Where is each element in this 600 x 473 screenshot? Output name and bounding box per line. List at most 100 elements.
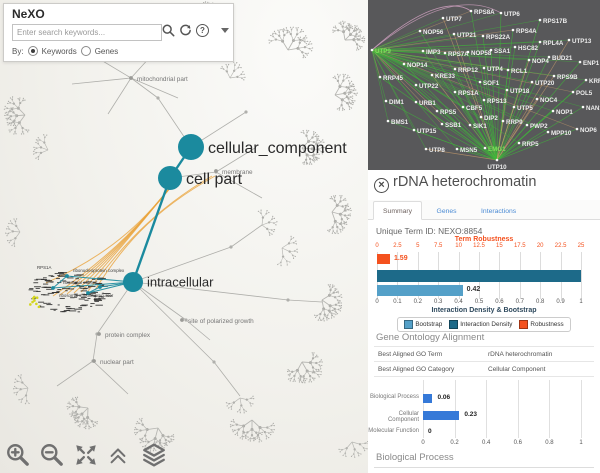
svg-text:SSB1: SSB1 <box>445 122 462 129</box>
table-row: Best Aligned GO Category Cellular Compon… <box>374 362 594 377</box>
unique-term-id: Unique Term ID: NEXO:8854 <box>376 226 483 236</box>
robustness-axis-title: Interaction Density & Bootstrap <box>431 307 537 314</box>
svg-text:BUD21: BUD21 <box>552 55 573 62</box>
svg-text:MPP10: MPP10 <box>551 130 572 137</box>
svg-text:MSN5: MSN5 <box>460 147 478 154</box>
zoom-in-button[interactable] <box>5 442 31 468</box>
term-detail-panel: × rDNA heterochromatin Summary Genes Int… <box>368 170 600 473</box>
svg-text:NOP58: NOP58 <box>471 50 492 57</box>
svg-text:RRP12: RRP12 <box>458 67 479 74</box>
close-icon[interactable]: × <box>374 178 389 193</box>
svg-text:BMS1: BMS1 <box>391 119 409 126</box>
svg-text:membrane: membrane <box>222 169 253 176</box>
svg-text:NOC4: NOC4 <box>540 97 558 104</box>
svg-text:UTP13: UTP13 <box>572 38 592 45</box>
search-panel: NeXO ? By: Keywords Genes <box>3 3 234 62</box>
layers-button[interactable] <box>141 442 167 468</box>
svg-text:HSC82: HSC82 <box>518 45 539 52</box>
go-alignment-heading: Gene Ontology Alignment <box>376 332 485 343</box>
search-input[interactable] <box>12 24 162 41</box>
svg-text:mitochondrial part: mitochondrial part <box>137 76 188 83</box>
table-row: Best Aligned GO Term rDNA heterochromati… <box>374 347 594 362</box>
svg-text:UTP20: UTP20 <box>535 80 555 87</box>
svg-text:protein complex: protein complex <box>105 332 151 339</box>
svg-text:RPS13: RPS13 <box>487 98 507 105</box>
legend-robustness: Robustness <box>530 321 564 328</box>
svg-text:SSA1: SSA1 <box>494 48 511 55</box>
search-icon[interactable] <box>162 24 175 37</box>
radio-genes-label: Genes <box>94 46 119 56</box>
svg-text:SOF1: SOF1 <box>483 80 500 87</box>
svg-text:RCL1: RCL1 <box>511 68 528 75</box>
section-divider <box>374 467 594 468</box>
svg-text:UTP4: UTP4 <box>487 66 503 73</box>
svg-text:URB1: URB1 <box>419 100 436 107</box>
detail-tabbar: Summary Genes Interactions <box>368 200 600 220</box>
svg-text:POL5: POL5 <box>576 90 593 97</box>
svg-text:RRP45: RRP45 <box>383 75 404 82</box>
bootstrap-swatch <box>404 320 414 329</box>
svg-text:intracellular: intracellular <box>147 275 214 290</box>
biological-process-heading: Biological Process <box>376 452 454 463</box>
svg-text:KRE33: KRE33 <box>435 73 456 80</box>
svg-text:NOP4: NOP4 <box>532 58 549 65</box>
radio-keywords-label: Keywords <box>41 46 77 56</box>
radio-keywords[interactable] <box>27 46 38 56</box>
svg-text:RPS4A: RPS4A <box>516 28 537 35</box>
tab-genes[interactable]: Genes <box>436 208 457 215</box>
help-icon[interactable]: ? <box>196 24 209 37</box>
go-alignment-table: Best Aligned GO Term rDNA heterochromati… <box>374 346 594 377</box>
interaction-network-panel[interactable]: UTP9 UTP7 RPS8A UTP6 RPS17B NOP56 UTP21 RPS22A R… <box>368 0 600 170</box>
svg-text:EMG1: EMG1 <box>488 146 506 153</box>
go-term-key: Best Aligned GO Term <box>378 350 443 358</box>
svg-text:SIK1: SIK1 <box>473 123 487 130</box>
svg-text:UTP21: UTP21 <box>457 32 477 39</box>
radio-genes[interactable] <box>80 46 91 56</box>
ontology-canvas[interactable]: mitochondrial part membrane protein comple… <box>0 0 368 473</box>
svg-text:DIP2: DIP2 <box>484 115 498 122</box>
svg-text:NOP1: NOP1 <box>556 109 573 116</box>
collapse-panel-icon[interactable] <box>221 28 229 33</box>
tab-summary[interactable]: Summary <box>373 201 423 220</box>
interaction-network-graph[interactable]: UTP9 UTP7 RPS8A UTP6 RPS17B NOP56 UTP21 RPS22A R… <box>368 0 600 170</box>
go-alignment-chart: 0 0.2 0.4 0.6 0.8 1 Biological Process 0.06 Cell… <box>368 378 600 450</box>
svg-text:UTP7: UTP7 <box>446 16 462 23</box>
svg-text:UTP18: UTP18 <box>510 88 530 95</box>
svg-text:UTP10: UTP10 <box>487 164 507 170</box>
svg-text:UTP6: UTP6 <box>504 11 520 18</box>
svg-text:RPS5: RPS5 <box>440 109 457 116</box>
go-bar <box>423 410 460 420</box>
svg-text:RPS8A: RPS8A <box>474 9 495 16</box>
app-title: NeXO <box>12 7 45 21</box>
svg-text:UTP5: UTP5 <box>517 105 533 112</box>
refresh-icon[interactable] <box>179 24 192 37</box>
go-bar <box>423 393 433 403</box>
svg-text:NOP14: NOP14 <box>407 62 428 69</box>
svg-text:RPS17B: RPS17B <box>543 18 568 25</box>
svg-text:site of polarized growth: site of polarized growth <box>188 318 254 325</box>
search-by-label: By: <box>12 46 24 56</box>
tab-interactions[interactable]: Interactions <box>481 208 517 215</box>
svg-text:RPS1A: RPS1A <box>37 265 51 270</box>
bootstrap-bar <box>377 285 463 296</box>
zoom-out-button[interactable] <box>39 442 65 468</box>
svg-text:RPL4A: RPL4A <box>543 40 564 47</box>
svg-text:RRP5: RRP5 <box>522 141 539 148</box>
svg-text:ribosomal subunit precursor: ribosomal subunit precursor <box>59 293 114 298</box>
collapse-chevrons-button[interactable] <box>107 442 133 468</box>
term-title: rDNA heterochromatin <box>393 174 537 190</box>
go-term-value: rDNA heterochromatin <box>488 350 553 358</box>
canvas-toolbar <box>5 442 167 468</box>
svg-text:RPS22A: RPS22A <box>486 34 511 41</box>
fit-view-button[interactable] <box>73 442 99 468</box>
svg-text:RPS7A: RPS7A <box>448 51 469 58</box>
svg-text:RPS1A: RPS1A <box>458 90 479 97</box>
svg-text:NOP56: NOP56 <box>423 29 444 36</box>
legend-interaction-density: Interaction Density <box>460 321 513 328</box>
robustness-swatch <box>519 320 529 329</box>
svg-text:NOP6: NOP6 <box>580 127 597 134</box>
robustness-legend: Bootstrap Interaction Density Robustness <box>368 316 600 334</box>
svg-text:KRR1: KRR1 <box>589 78 600 85</box>
ontology-graph[interactable]: mitochondrial part membrane protein comple… <box>0 0 368 473</box>
